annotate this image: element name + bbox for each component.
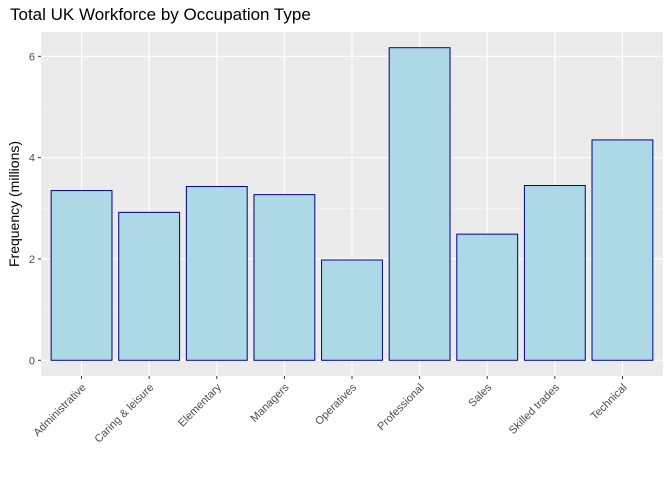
x-tick-label: Professional	[375, 382, 426, 433]
x-tick-label: Sales	[466, 381, 494, 409]
x-tick-label: Elementary	[176, 381, 224, 429]
y-axis: 0 2 4 6	[29, 51, 41, 367]
bar-sales	[456, 233, 519, 361]
x-tick-label: Managers	[248, 381, 291, 424]
y-tick-label: 4	[29, 153, 35, 165]
y-axis-title: Frequency (millions)	[6, 141, 22, 267]
chart-title: Total UK Workforce by Occupation Type	[10, 5, 311, 24]
bar-elementary	[185, 186, 248, 361]
bar-operatives	[321, 259, 383, 361]
bar-administrative	[50, 190, 113, 361]
bar-technical	[591, 139, 654, 361]
y-tick-label: 0	[29, 355, 35, 367]
x-axis: Administrative Caring & leisure Elementary…	[31, 376, 630, 446]
x-tick-label: Operatives	[313, 381, 359, 427]
bar-managers	[253, 194, 316, 361]
x-tick-label: Technical	[589, 382, 630, 423]
bar-professional	[388, 47, 451, 361]
bar-caring-leisure	[118, 211, 181, 361]
x-tick-label: Administrative	[31, 382, 88, 439]
bar-skilled-trades	[523, 185, 586, 361]
x-tick-label: Skilled trades	[507, 381, 563, 437]
bars	[50, 47, 654, 361]
x-tick-label: Caring & leisure	[92, 382, 156, 446]
y-tick-label: 2	[29, 254, 35, 266]
y-tick-label: 6	[29, 51, 35, 63]
